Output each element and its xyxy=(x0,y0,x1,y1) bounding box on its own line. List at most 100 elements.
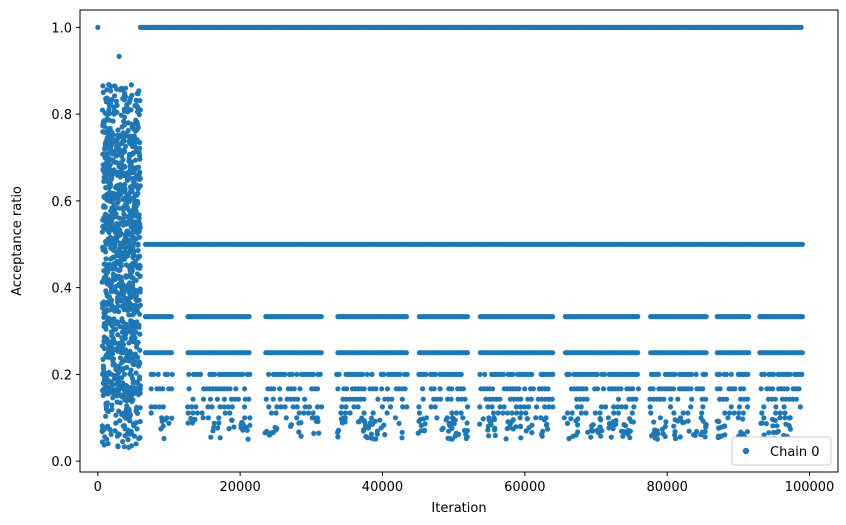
data-point xyxy=(595,386,601,392)
data-point xyxy=(663,419,669,425)
data-point xyxy=(541,417,547,423)
data-point xyxy=(110,227,116,233)
data-point xyxy=(600,386,607,392)
data-point xyxy=(120,157,126,163)
data-point xyxy=(449,436,455,442)
data-point xyxy=(423,371,429,377)
data-point xyxy=(434,415,440,421)
data-point xyxy=(623,404,629,410)
x-tick-label: 0 xyxy=(94,480,102,495)
data-point xyxy=(522,386,528,392)
data-point xyxy=(660,431,666,437)
data-point xyxy=(464,420,470,426)
data-point xyxy=(771,371,777,377)
data-point xyxy=(294,415,300,421)
data-point xyxy=(685,410,691,416)
data-point xyxy=(137,183,143,189)
data-point xyxy=(724,371,730,377)
data-point xyxy=(123,383,129,389)
data-point xyxy=(503,436,509,442)
data-point xyxy=(703,396,709,402)
data-point xyxy=(263,396,269,402)
data-point xyxy=(517,404,524,410)
data-point xyxy=(114,231,120,237)
data-point xyxy=(549,396,555,402)
data-point xyxy=(128,385,134,391)
data-point xyxy=(714,418,720,424)
data-point xyxy=(110,157,116,163)
data-point xyxy=(282,371,288,377)
data-point xyxy=(123,262,129,268)
data-point xyxy=(120,197,127,203)
data-point xyxy=(101,226,107,232)
data-point xyxy=(107,138,113,144)
data-point xyxy=(127,188,134,194)
data-point xyxy=(103,288,109,294)
data-point xyxy=(509,410,515,416)
data-point xyxy=(110,356,117,362)
data-point xyxy=(488,422,494,428)
data-point xyxy=(283,415,289,421)
data-point xyxy=(732,386,738,392)
data-point xyxy=(169,415,175,421)
data-point xyxy=(123,323,130,329)
data-point xyxy=(355,404,361,410)
data-point xyxy=(740,416,746,422)
data-point xyxy=(615,410,622,416)
data-point xyxy=(610,426,616,432)
data-point xyxy=(133,117,139,123)
data-point xyxy=(761,415,767,421)
data-points xyxy=(95,24,806,450)
data-point xyxy=(242,415,248,421)
data-point xyxy=(117,418,123,424)
data-point xyxy=(101,261,107,267)
data-point xyxy=(635,386,642,392)
data-point xyxy=(128,95,134,101)
data-point xyxy=(120,216,126,222)
data-point xyxy=(131,433,137,439)
data-point xyxy=(130,352,136,358)
data-point xyxy=(115,332,121,338)
data-point xyxy=(106,165,112,171)
data-point xyxy=(135,254,141,260)
data-point xyxy=(364,435,370,441)
data-point xyxy=(777,410,783,416)
data-point xyxy=(585,429,591,435)
data-point xyxy=(106,347,112,353)
data-point xyxy=(116,340,122,346)
data-point xyxy=(744,404,751,410)
data-point xyxy=(136,436,142,442)
data-point xyxy=(121,106,127,112)
data-point xyxy=(137,156,143,162)
data-point xyxy=(114,238,120,244)
data-point xyxy=(129,139,136,145)
data-point xyxy=(110,340,116,346)
data-point xyxy=(119,335,125,341)
data-point xyxy=(130,244,136,250)
data-point xyxy=(111,104,117,110)
data-point xyxy=(216,420,222,426)
data-point xyxy=(129,121,135,127)
data-point xyxy=(134,404,140,410)
data-point xyxy=(115,225,121,231)
data-point xyxy=(125,296,132,302)
data-point xyxy=(126,312,132,318)
data-point xyxy=(100,83,106,89)
data-point xyxy=(570,433,576,439)
data-point xyxy=(113,420,119,426)
data-point xyxy=(110,362,116,368)
data-point xyxy=(302,396,308,402)
data-point xyxy=(114,221,120,227)
data-point xyxy=(126,340,132,346)
data-point xyxy=(212,371,218,377)
data-point xyxy=(700,386,706,392)
data-point xyxy=(102,141,108,147)
data-point xyxy=(110,244,116,250)
data-point xyxy=(497,396,503,402)
data-point xyxy=(124,302,130,308)
data-point xyxy=(168,350,174,356)
data-point xyxy=(101,425,107,431)
data-point xyxy=(550,404,556,410)
data-point xyxy=(420,396,426,402)
data-point xyxy=(542,404,548,410)
